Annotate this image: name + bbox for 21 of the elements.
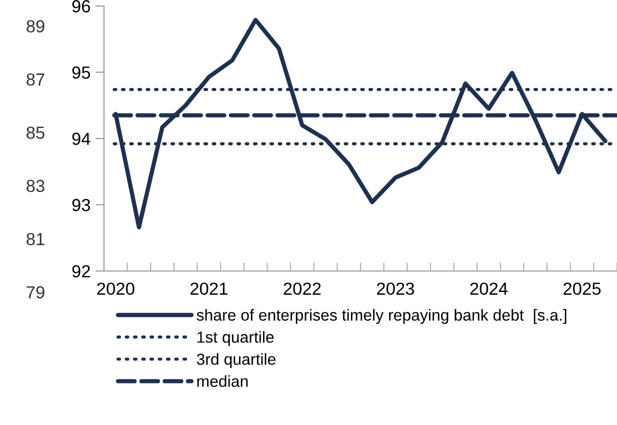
y2-tick-label: 87 <box>26 73 44 86</box>
y2-tick-label: 85 <box>26 126 44 139</box>
y2-tick-label: 79 <box>26 286 44 298</box>
legend-label: 3rd quartile <box>196 353 276 368</box>
x-tick-label: 2022 <box>284 282 321 295</box>
x-tick-label: 2020 <box>97 282 134 295</box>
x-tick-label: 2023 <box>377 282 414 295</box>
x-tick-label: 2025 <box>564 282 601 295</box>
legend-label: 1st quartile <box>197 331 274 346</box>
x-tick-label: 2021 <box>190 282 228 295</box>
y-tick-label: 93 <box>72 198 90 212</box>
legend-label: median <box>197 375 248 387</box>
y2-tick-label: 89 <box>26 20 44 32</box>
y-tick-label: 96 <box>72 0 90 12</box>
y2-tick-label: 81 <box>26 232 44 246</box>
y-tick-label: 92 <box>72 265 90 278</box>
y-tick-label: 95 <box>72 66 90 79</box>
legend-label: share of enterprises timely repaying bank debt [s.a.] <box>196 309 566 324</box>
y-tick-label: 94 <box>72 132 90 145</box>
x-tick-label: 2024 <box>470 282 508 295</box>
y2-tick-label: 83 <box>26 180 44 192</box>
